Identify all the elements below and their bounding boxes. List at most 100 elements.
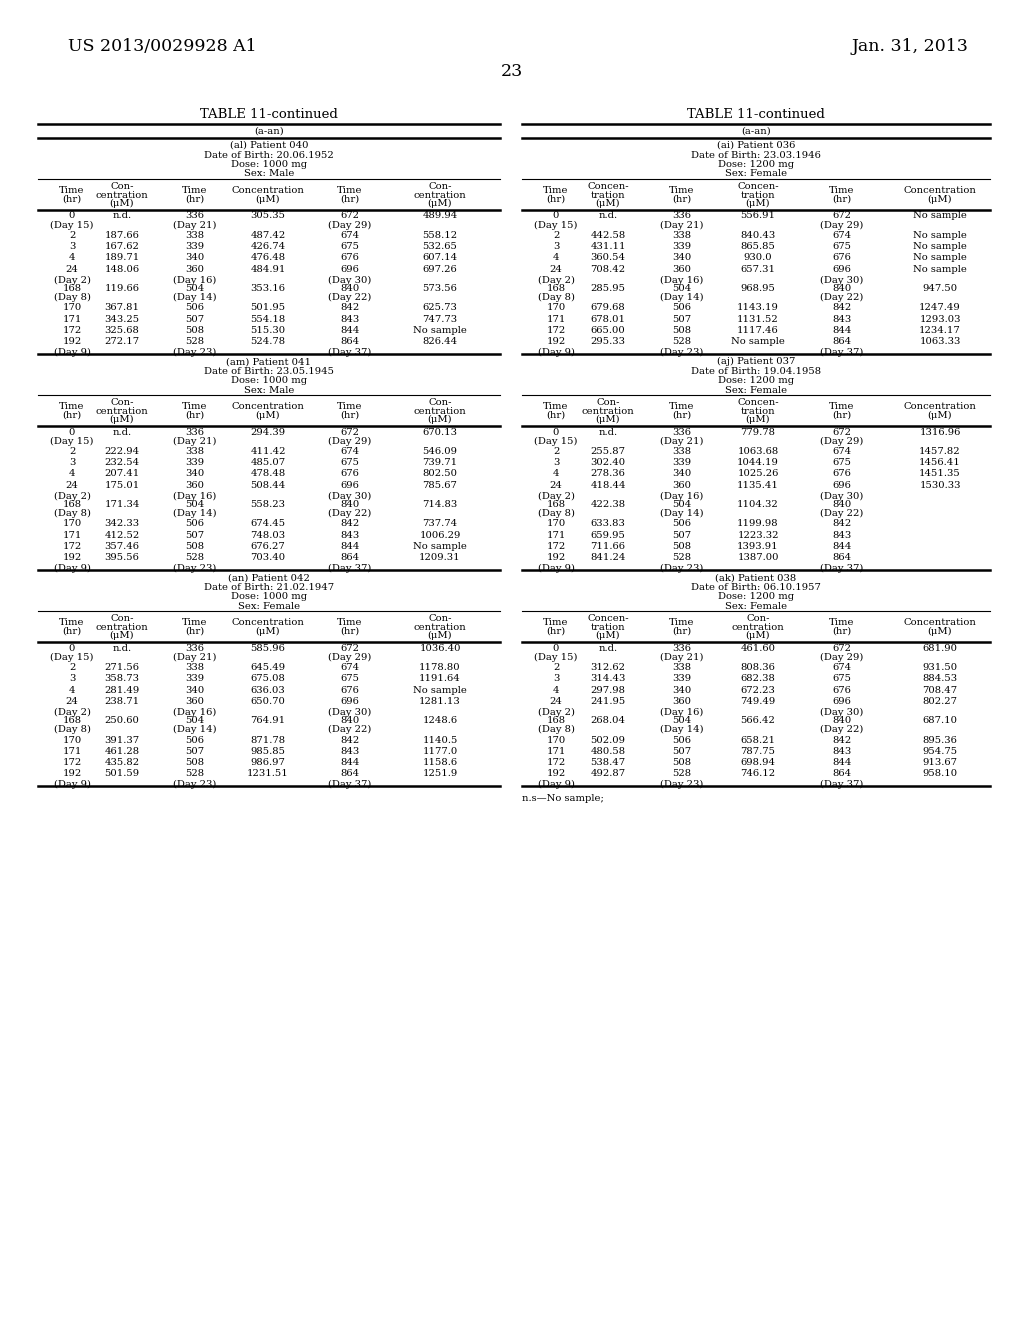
Text: 674: 674 <box>340 447 359 457</box>
Text: 3: 3 <box>553 242 559 251</box>
Text: (aj) Patient 037: (aj) Patient 037 <box>717 358 796 366</box>
Text: 1457.82: 1457.82 <box>920 447 961 457</box>
Text: centration: centration <box>414 407 466 416</box>
Text: 442.58: 442.58 <box>591 231 626 240</box>
Text: (Day 29): (Day 29) <box>820 437 863 446</box>
Text: 739.71: 739.71 <box>423 458 458 467</box>
Text: 506: 506 <box>673 519 691 528</box>
Text: 842: 842 <box>833 304 852 313</box>
Text: 508: 508 <box>185 541 205 550</box>
Text: 360: 360 <box>673 480 691 490</box>
Text: 504: 504 <box>185 284 205 293</box>
Text: 538.47: 538.47 <box>591 758 626 767</box>
Text: 312.62: 312.62 <box>591 663 626 672</box>
Text: 674: 674 <box>340 231 359 240</box>
Text: 672: 672 <box>833 644 852 652</box>
Text: 476.48: 476.48 <box>251 253 286 263</box>
Text: 148.06: 148.06 <box>104 264 139 273</box>
Text: 357.46: 357.46 <box>104 541 139 550</box>
Text: 764.91: 764.91 <box>251 715 286 725</box>
Text: (Day 15): (Day 15) <box>535 652 578 661</box>
Text: 675.08: 675.08 <box>251 675 286 684</box>
Text: 192: 192 <box>547 770 565 777</box>
Text: US 2013/0029928 A1: US 2013/0029928 A1 <box>68 38 257 55</box>
Text: (μM): (μM) <box>928 627 952 636</box>
Text: TABLE 11-continued: TABLE 11-continued <box>200 108 338 121</box>
Text: 625.73: 625.73 <box>423 304 458 313</box>
Text: Concentration: Concentration <box>903 403 977 412</box>
Text: 844: 844 <box>340 541 359 550</box>
Text: 168: 168 <box>547 284 565 293</box>
Text: 515.30: 515.30 <box>251 326 286 335</box>
Text: 843: 843 <box>340 531 359 540</box>
Text: 508.44: 508.44 <box>251 480 286 490</box>
Text: 314.43: 314.43 <box>590 675 626 684</box>
Text: (Day 37): (Day 37) <box>820 564 863 573</box>
Text: (Day 22): (Day 22) <box>820 510 863 517</box>
Text: (Day 21): (Day 21) <box>660 220 703 230</box>
Text: 844: 844 <box>340 326 359 335</box>
Text: (μM): (μM) <box>256 411 281 420</box>
Text: 844: 844 <box>833 541 852 550</box>
Text: (μM): (μM) <box>745 414 770 424</box>
Text: centration: centration <box>95 623 148 632</box>
Text: n.d.: n.d. <box>113 644 131 652</box>
Text: 238.71: 238.71 <box>104 697 139 706</box>
Text: centration: centration <box>414 190 466 199</box>
Text: Time: Time <box>59 619 85 627</box>
Text: (μM): (μM) <box>596 414 621 424</box>
Text: 168: 168 <box>62 715 82 725</box>
Text: 676: 676 <box>833 685 851 694</box>
Text: 665.00: 665.00 <box>591 326 626 335</box>
Text: 1177.0: 1177.0 <box>422 747 458 756</box>
Text: 524.78: 524.78 <box>251 337 286 346</box>
Text: (Day 8): (Day 8) <box>538 725 574 734</box>
Text: No sample: No sample <box>913 253 967 263</box>
Text: (Day 2): (Day 2) <box>53 492 90 502</box>
Text: 172: 172 <box>547 326 565 335</box>
Text: 395.56: 395.56 <box>104 553 139 562</box>
Text: (Day 21): (Day 21) <box>660 652 703 661</box>
Text: (Day 8): (Day 8) <box>538 293 574 302</box>
Text: Time: Time <box>337 619 362 627</box>
Text: 167.62: 167.62 <box>104 242 139 251</box>
Text: 171: 171 <box>62 747 82 756</box>
Text: (Day 29): (Day 29) <box>329 220 372 230</box>
Text: (Day 37): (Day 37) <box>329 348 372 358</box>
Text: 658.21: 658.21 <box>740 735 775 744</box>
Text: No sample: No sample <box>413 541 467 550</box>
Text: (hr): (hr) <box>547 411 565 420</box>
Text: 1248.6: 1248.6 <box>423 715 458 725</box>
Text: 302.40: 302.40 <box>591 458 626 467</box>
Text: 864: 864 <box>340 553 359 562</box>
Text: 864: 864 <box>833 337 852 346</box>
Text: 968.95: 968.95 <box>740 284 775 293</box>
Text: (Day 16): (Day 16) <box>173 492 217 502</box>
Text: 336: 336 <box>185 644 205 652</box>
Text: (hr): (hr) <box>340 195 359 203</box>
Text: 679.68: 679.68 <box>591 304 626 313</box>
Text: 556.91: 556.91 <box>740 211 775 220</box>
Text: 175.01: 175.01 <box>104 480 139 490</box>
Text: (am) Patient 041: (am) Patient 041 <box>226 358 311 366</box>
Text: 168: 168 <box>547 500 565 510</box>
Text: 676: 676 <box>341 253 359 263</box>
Text: (a-an): (a-an) <box>254 127 284 136</box>
Text: 1209.31: 1209.31 <box>419 553 461 562</box>
Text: tration: tration <box>740 190 775 199</box>
Text: 3: 3 <box>69 458 75 467</box>
Text: 0: 0 <box>553 211 559 220</box>
Text: 676.27: 676.27 <box>251 541 286 550</box>
Text: 506: 506 <box>185 304 205 313</box>
Text: 865.85: 865.85 <box>740 242 775 251</box>
Text: 3: 3 <box>69 675 75 684</box>
Text: Date of Birth: 20.06.1952: Date of Birth: 20.06.1952 <box>204 150 334 160</box>
Text: Con-: Con- <box>111 614 134 623</box>
Text: 1281.13: 1281.13 <box>419 697 461 706</box>
Text: (μM): (μM) <box>110 631 134 640</box>
Text: (Day 15): (Day 15) <box>535 437 578 446</box>
Text: (Day 37): (Day 37) <box>820 780 863 789</box>
Text: 507: 507 <box>185 531 205 540</box>
Text: 255.87: 255.87 <box>591 447 626 457</box>
Text: (Day 22): (Day 22) <box>329 725 372 734</box>
